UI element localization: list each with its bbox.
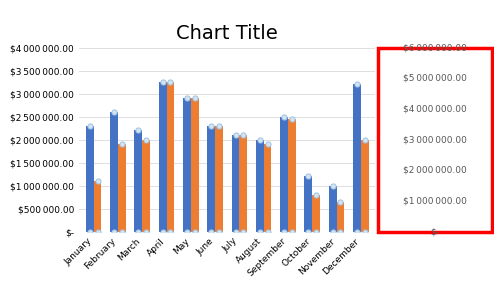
Text: $-: $- (430, 227, 439, 236)
Point (304, 174, 312, 179)
Point (215, 124, 223, 128)
Bar (110, 112, 118, 232)
Point (361, 229, 369, 234)
Bar (142, 140, 150, 232)
Bar (232, 135, 240, 232)
Point (166, 80, 174, 84)
Point (312, 229, 320, 234)
Bar (118, 144, 125, 232)
Bar (191, 98, 199, 232)
Point (191, 96, 199, 101)
Bar (86, 126, 94, 232)
Point (93, 179, 101, 184)
Point (353, 82, 361, 87)
Bar (183, 98, 191, 232)
Point (336, 199, 344, 204)
Point (134, 229, 142, 234)
Point (142, 137, 150, 142)
Point (134, 128, 142, 133)
Point (110, 229, 118, 234)
Bar (240, 135, 247, 232)
Point (183, 96, 191, 101)
Bar (336, 202, 344, 232)
Bar (256, 140, 264, 232)
Point (159, 80, 166, 84)
Bar (166, 82, 174, 232)
Point (159, 229, 166, 234)
Bar (329, 186, 336, 232)
Point (207, 124, 215, 128)
Point (239, 229, 247, 234)
Bar (207, 126, 215, 232)
Point (288, 229, 296, 234)
Point (215, 229, 223, 234)
Point (142, 229, 150, 234)
Bar (159, 82, 166, 232)
Bar (134, 130, 142, 232)
Text: $3 000 000.00: $3 000 000.00 (403, 135, 467, 144)
Point (110, 110, 118, 114)
Point (264, 229, 272, 234)
Point (353, 229, 361, 234)
Point (86, 229, 94, 234)
Point (336, 229, 344, 234)
Point (264, 142, 272, 147)
Text: $2 000 000.00: $2 000 000.00 (403, 166, 467, 175)
Point (86, 124, 94, 128)
Text: $1 000 000.00: $1 000 000.00 (403, 197, 467, 206)
Point (239, 133, 247, 138)
Point (232, 133, 240, 138)
Point (207, 229, 215, 234)
Point (361, 137, 369, 142)
Title: Chart Title: Chart Title (176, 24, 278, 43)
Point (166, 229, 174, 234)
Point (118, 142, 126, 147)
Point (312, 192, 320, 197)
Point (329, 183, 336, 188)
Text: $6 000 000.00: $6 000 000.00 (403, 43, 467, 52)
Text: $5 000 000.00: $5 000 000.00 (403, 74, 467, 83)
Point (93, 229, 101, 234)
Bar (304, 176, 312, 232)
Text: $4 000 000.00: $4 000 000.00 (403, 105, 467, 113)
Point (183, 229, 191, 234)
Point (288, 116, 296, 121)
Point (118, 229, 126, 234)
Bar (288, 119, 296, 232)
Bar (361, 140, 369, 232)
Point (256, 229, 264, 234)
Bar (280, 117, 288, 232)
Point (280, 114, 288, 119)
Point (304, 229, 312, 234)
Point (256, 137, 264, 142)
Point (232, 229, 240, 234)
Bar (215, 126, 223, 232)
Bar (94, 181, 101, 232)
Point (280, 229, 288, 234)
Bar (312, 195, 320, 232)
Point (191, 229, 199, 234)
Bar (264, 144, 272, 232)
Bar (353, 84, 361, 232)
Point (329, 229, 336, 234)
